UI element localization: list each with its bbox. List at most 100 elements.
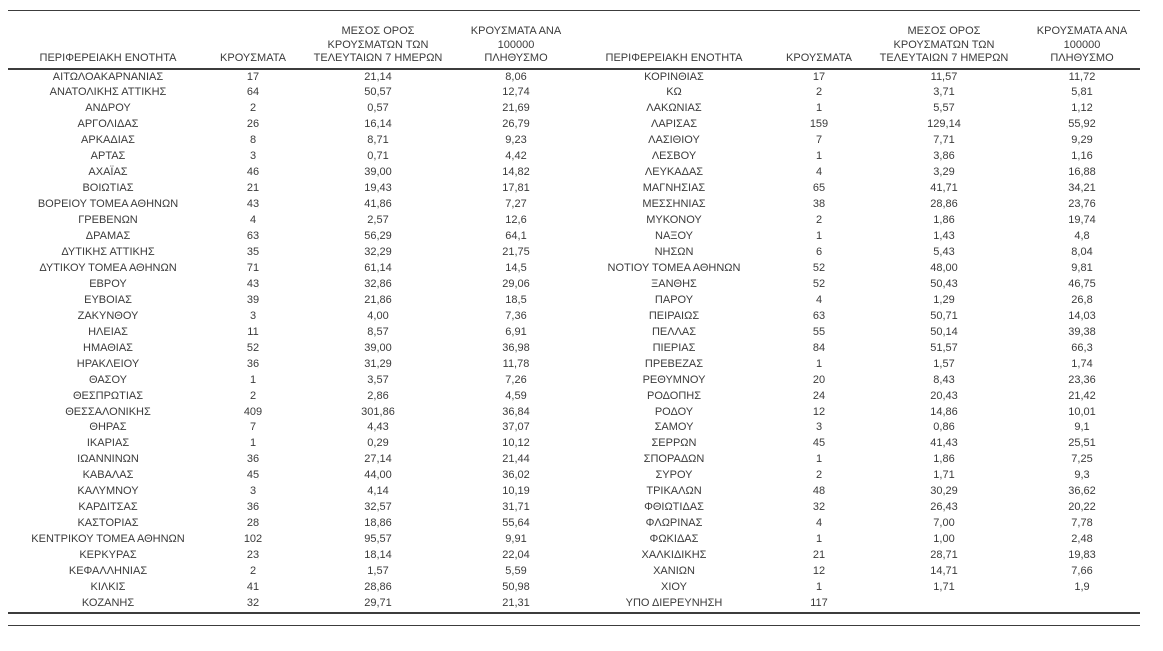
per100k-cell-right: 9,3 [1074, 469, 1090, 482]
cases-cell-left: 63 [246, 230, 260, 243]
per100k-cell-left: 36,98 [502, 341, 530, 354]
avg7-cell-right: 3,71 [933, 86, 955, 99]
region-name-cell-left: ΑΡΤΑΣ [90, 150, 126, 163]
region-name-cell-right: ΛΕΣΒΟΥ [651, 150, 697, 163]
cases-cell-right: 1 [815, 581, 823, 593]
per100k-cell-right: 9,1 [1074, 421, 1090, 434]
cases-cell-left: 8 [249, 134, 257, 147]
avg7-cell-right [864, 596, 1024, 613]
cases-cell-left: 39 [246, 293, 260, 306]
header-region-left: ΠΕΡΙΦΕΡΕΙΑΚΗ ΕΝΟΤΗΤΑ [8, 10, 208, 70]
cases-cell-right: 6 [815, 245, 823, 258]
region-name-cell-left: ΙΩΑΝΝΙΝΩΝ [77, 453, 139, 466]
avg7-cell-left: 301,86 [361, 405, 395, 418]
avg7-cell-right: 51,57 [930, 341, 958, 354]
table-row: ΗΛΕΙΑΣ 11 8,57 6,91 ΠΕΛΛΑΣ 55 50,14 39,3… [8, 325, 1140, 341]
region-name-cell-right: ΚΩ [666, 86, 682, 99]
avg7-cell-right: 41,71 [930, 182, 958, 195]
per100k-cell-right: 66,3 [1071, 341, 1093, 354]
per100k-cell-left: 4,59 [505, 389, 527, 402]
avg7-cell-left: 21,86 [364, 293, 392, 306]
per100k-cell-right [1024, 596, 1140, 613]
cases-cell-left: 26 [246, 118, 260, 131]
per100k-cell-left: 4,42 [505, 150, 527, 163]
region-name-cell-right: ΜΑΓΝΗΣΙΑΣ [642, 182, 706, 195]
per100k-cell-right: 20,22 [1068, 501, 1096, 514]
region-name-cell-right: ΝΗΣΩΝ [654, 245, 694, 258]
table-row: ΕΥΒΟΙΑΣ 39 21,86 18,5 ΠΑΡΟΥ 4 1,29 26,8 [8, 293, 1140, 309]
region-name-cell-left: ΘΗΡΑΣ [89, 421, 127, 434]
avg7-cell-left: 4,43 [367, 421, 389, 434]
avg7-cell-left: 3,57 [367, 373, 389, 386]
region-name-cell-right: ΠΕΙΡΑΙΩΣ [648, 309, 700, 322]
table-row: ΑΝΑΤΟΛΙΚΗΣ ΑΤΤΙΚΗΣ 64 50,57 12,74 ΚΩ 2 3… [8, 85, 1140, 101]
region-name-cell-left: ΚΑΛΥΜΝΟΥ [77, 485, 139, 498]
header-avg7-right: ΜΕΣΟΣ ΟΡΟΣ ΚΡΟΥΣΜΑΤΩΝ ΤΩΝ ΤΕΛΕΥΤΑΙΩΝ 7 Η… [864, 10, 1024, 70]
avg7-cell-right: 48,00 [930, 261, 958, 274]
region-name-cell-left: ΕΒΡΟΥ [89, 277, 127, 290]
cases-cell-left: 2 [249, 389, 257, 402]
avg7-cell-left: 8,57 [367, 325, 389, 338]
cases-cell-left: 52 [246, 341, 260, 354]
avg7-cell-right: 28,71 [930, 549, 958, 562]
cases-cell-right: 4 [815, 517, 823, 530]
per100k-cell-right: 4,8 [1074, 230, 1090, 243]
avg7-cell-left: 41,86 [364, 198, 392, 211]
per100k-cell-right: 14,03 [1068, 309, 1096, 322]
per100k-cell-left: 64,1 [505, 230, 527, 243]
cases-cell-left: 1 [249, 437, 257, 450]
per100k-cell-left: 10,19 [502, 485, 530, 498]
region-name-cell-left: ΒΟΙΩΤΙΑΣ [82, 182, 134, 195]
region-name-cell-left: ΚΕΝΤΡΙΚΟΥ ΤΟΜΕΑ ΑΘΗΝΩΝ [31, 533, 185, 546]
per100k-cell-left: 12,6 [505, 214, 527, 227]
cases-cell-left: 43 [246, 277, 260, 290]
per100k-cell-right: 19,83 [1068, 549, 1096, 562]
bottom-rule [8, 625, 1140, 626]
cases-cell-right: 52 [812, 261, 826, 274]
cases-cell-left: 36 [246, 501, 260, 514]
region-name-cell-right: ΡΟΔΟΠΗΣ [646, 389, 702, 402]
per100k-cell-right: 5,81 [1071, 86, 1093, 99]
avg7-cell-left: 27,14 [364, 453, 392, 466]
avg7-cell-left: 56,29 [364, 230, 392, 243]
region-name-cell-right: ΠΕΛΛΑΣ [651, 325, 697, 338]
region-name-cell-left: ΘΕΣΣΑΛΟΝΙΚΗΣ [65, 405, 151, 418]
header-region-right: ΠΕΡΙΦΕΡΕΙΑΚΗ ΕΝΟΤΗΤΑ [574, 10, 774, 70]
avg7-cell-left: 4,00 [367, 309, 389, 322]
region-name-cell-right: ΚΟΡΙΝΘΙΑΣ [644, 70, 704, 83]
per100k-cell-right: 1,12 [1071, 102, 1093, 115]
per100k-cell-right: 8,04 [1071, 245, 1093, 258]
per100k-cell-left: 11,78 [502, 357, 530, 370]
cases-cell-left: 45 [246, 469, 260, 482]
table-row: ΚΙΛΚΙΣ 41 28,86 50,98 ΧΙΟΥ 1 1,71 1,9 [8, 580, 1140, 596]
region-name-cell-right: ΛΑΡΙΣΑΣ [650, 118, 697, 131]
table-row: ΚΟΖΑΝΗΣ 32 29,71 21,31 ΥΠΟ ΔΙΕΡΕΥΝΗΣΗ 11… [8, 596, 1140, 613]
cases-cell-left: 7 [249, 421, 257, 434]
avg7-cell-right: 30,29 [930, 485, 958, 498]
avg7-cell-right: 0,86 [933, 421, 955, 434]
region-name-cell-left: ΑΙΤΩΛΟΑΚΑΡΝΑΝΙΑΣ [52, 70, 164, 83]
avg7-cell-right: 7,00 [933, 517, 955, 530]
cases-cell-right: 38 [812, 198, 826, 211]
avg7-cell-left: 16,14 [364, 118, 392, 131]
avg7-cell-right: 1,00 [933, 533, 955, 546]
per100k-cell-left: 21,44 [502, 453, 530, 466]
cases-cell-right: 52 [812, 277, 826, 290]
per100k-cell-left: 21,69 [502, 102, 530, 115]
region-name-cell-left: ΑΡΓΟΛΙΔΑΣ [77, 118, 139, 131]
cases-cell-right: 84 [812, 341, 826, 354]
region-name-cell-left: ΑΝΑΤΟΛΙΚΗΣ ΑΤΤΙΚΗΣ [49, 86, 167, 99]
region-name-cell-left: ΙΚΑΡΙΑΣ [86, 437, 130, 450]
per100k-cell-right: 21,42 [1068, 389, 1096, 402]
avg7-cell-right: 50,43 [930, 277, 958, 290]
per100k-cell-right: 39,38 [1068, 325, 1096, 338]
avg7-cell-left: 31,29 [364, 357, 392, 370]
cases-cell-right: 2 [815, 214, 823, 227]
header-per100k-right: ΚΡΟΥΣΜΑΤΑ ΑΝΑ 100000 ΠΛΗΘΥΣΜΟ [1024, 10, 1140, 70]
cases-cell-right: 2 [815, 86, 823, 99]
table-row: ΚΑΣΤΟΡΙΑΣ 28 18,86 55,64 ΦΛΩΡΙΝΑΣ 4 7,00… [8, 516, 1140, 532]
avg7-cell-right: 26,43 [930, 501, 958, 514]
region-name-cell-left: ΚΟΖΑΝΗΣ [81, 596, 135, 609]
region-name-cell-left: ΗΛΕΙΑΣ [88, 325, 128, 338]
region-name-cell-left: ΖΑΚΥΝΘΟΥ [77, 309, 139, 322]
